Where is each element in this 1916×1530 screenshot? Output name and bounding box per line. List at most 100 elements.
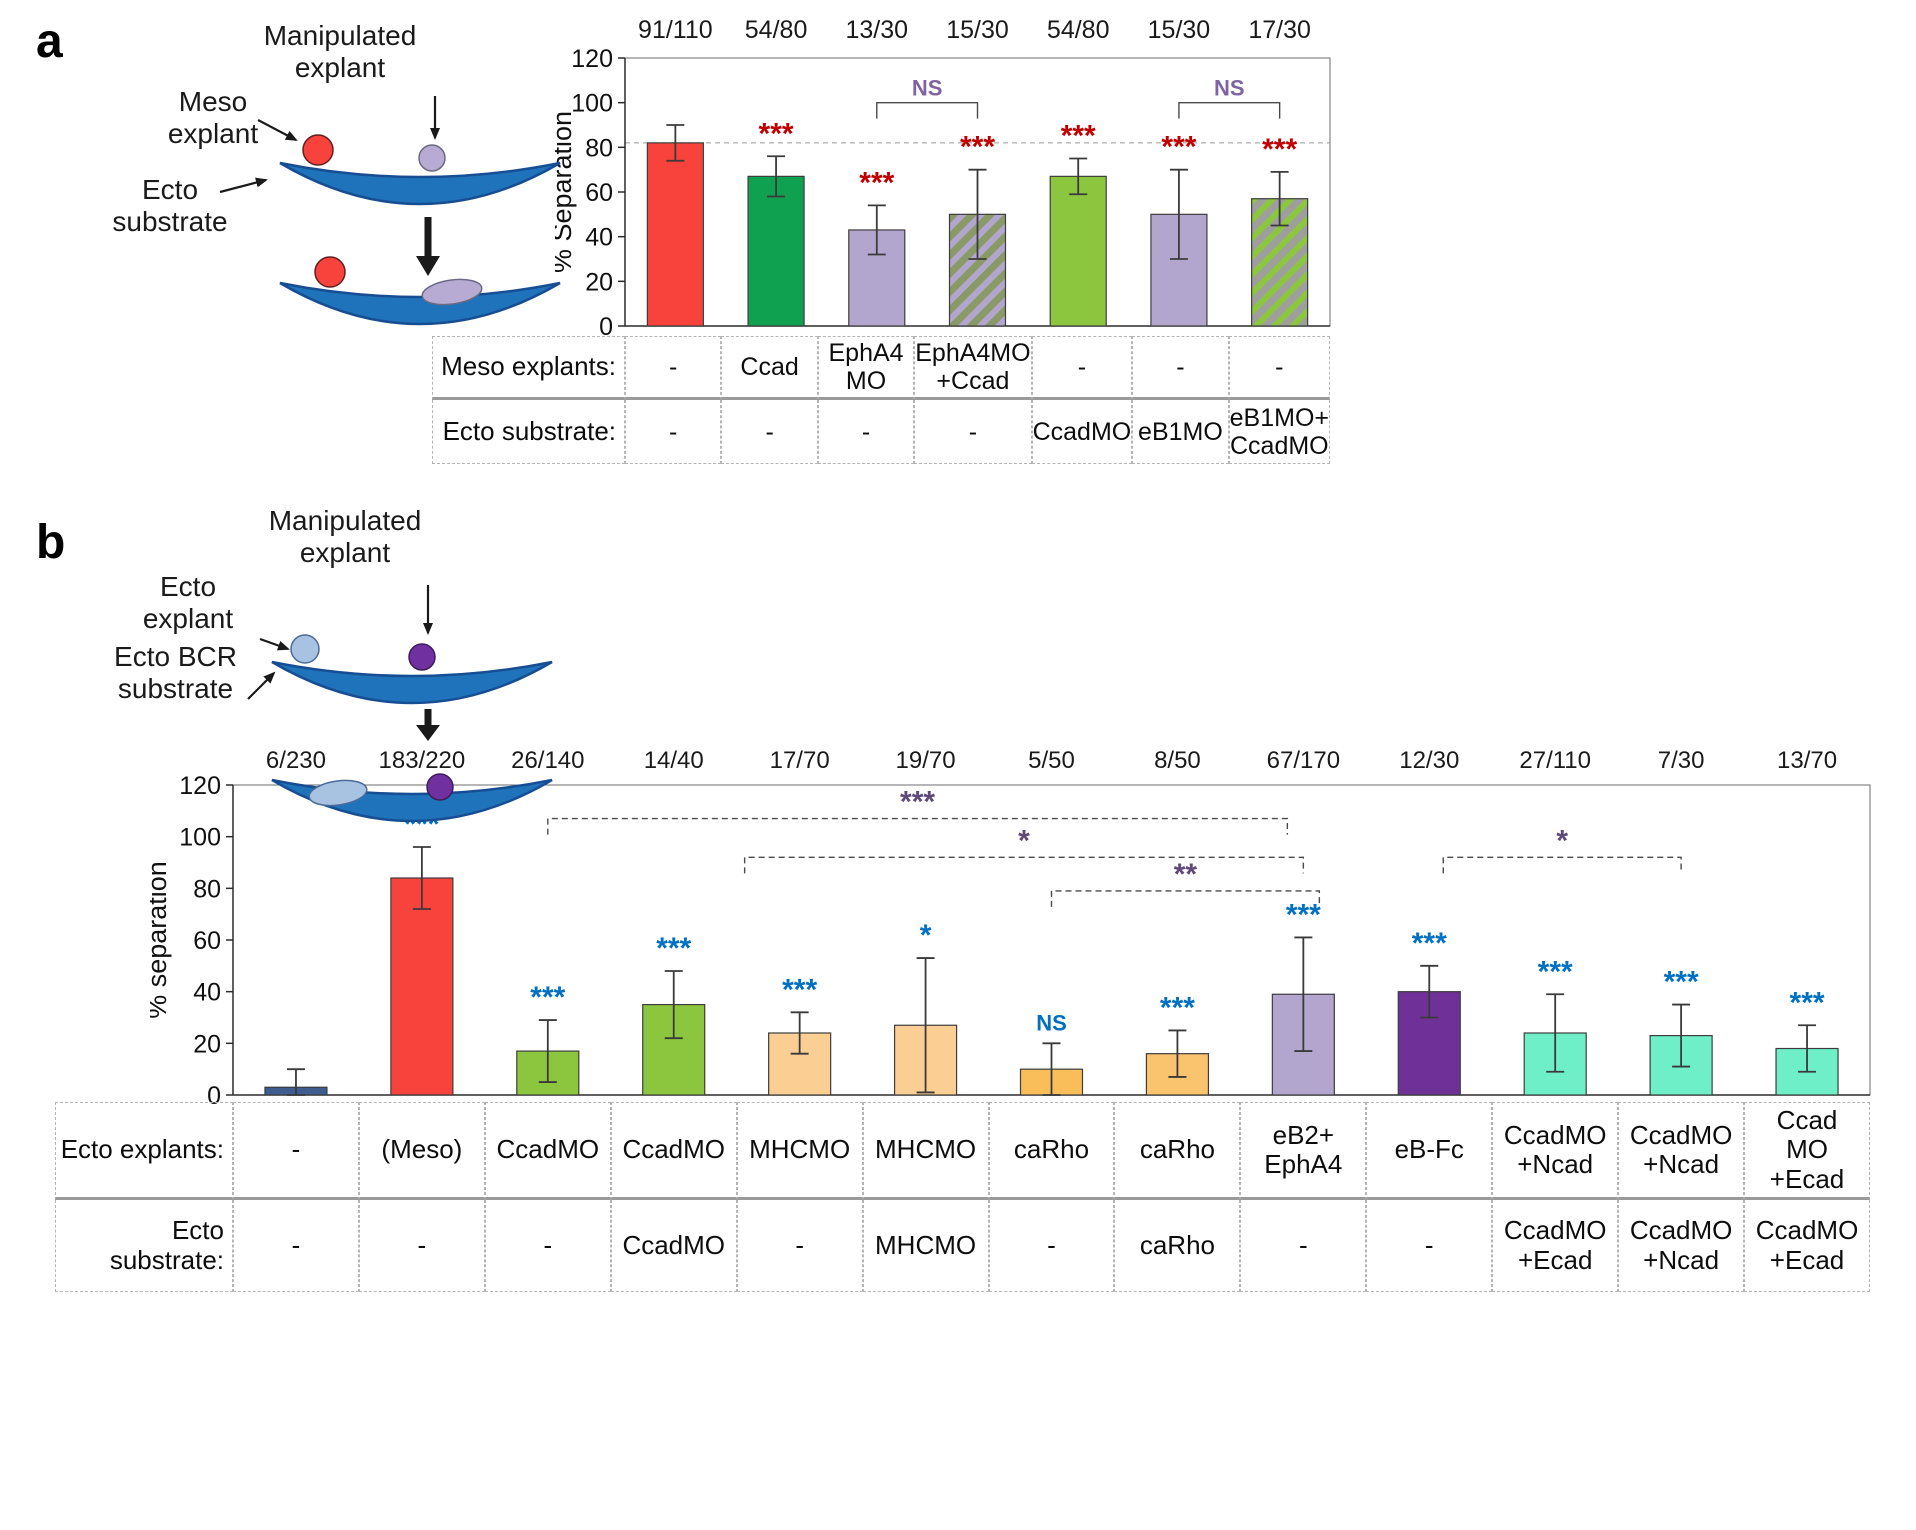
sample-count: 17/30 [1248, 20, 1311, 44]
sample-count: 13/30 [846, 20, 909, 44]
condition-cell: - [736, 1200, 863, 1292]
sample-count: 5/50 [1028, 750, 1075, 774]
transfer-arrow-head [416, 256, 440, 276]
comparison-bracket [547, 817, 1289, 835]
condition-cell: - [1366, 1200, 1493, 1292]
sample-count: 19/70 [896, 750, 956, 774]
significance-label: *** [656, 932, 691, 965]
condition-cell: CcadMO +Ecad [1744, 1200, 1870, 1292]
sample-count: 6/230 [266, 750, 326, 774]
sample-count: 26/140 [511, 750, 584, 774]
y-tick-label: 100 [571, 90, 613, 118]
sample-count: 8/50 [1154, 750, 1201, 774]
condition-cell: MHCMO [862, 1102, 989, 1200]
condition-cell: CcadMO +Ncad [1492, 1102, 1619, 1200]
significance-label: *** [1664, 966, 1699, 999]
bar [1049, 175, 1107, 327]
bar [747, 175, 805, 327]
transfer-arrow-head-b [416, 725, 440, 741]
condition-cell: - [1132, 336, 1229, 400]
condition-row-label: Ecto substrate: [55, 1200, 233, 1292]
bracket-significance-label: * [1018, 824, 1030, 857]
y-tick-label: 60 [585, 179, 613, 207]
sample-count: 12/30 [1399, 750, 1459, 774]
sample-count: 91/110 [638, 20, 713, 44]
sample-count: 67/170 [1267, 750, 1340, 774]
manipulated-explant-circle-b [408, 643, 436, 671]
significance-label: NS [1036, 1010, 1067, 1035]
meso-explant-pointer-arrow [257, 119, 298, 141]
significance-label: * [920, 919, 932, 952]
significance-label: *** [530, 981, 565, 1014]
sample-count: 14/40 [644, 750, 704, 774]
condition-cell: Ccad MO +Ecad [1744, 1102, 1870, 1200]
sample-count: 183/220 [379, 750, 466, 774]
comparison-bracket [1178, 101, 1281, 119]
condition-row-label: Ecto substrate: [432, 400, 625, 464]
condition-cell: - [721, 400, 818, 464]
ecto-bcr-substrate-label: Ecto BCR substrate [114, 641, 237, 705]
significance-label: *** [1538, 955, 1573, 988]
sample-count: 54/80 [1047, 20, 1110, 44]
ecto-explant-circle [290, 634, 320, 664]
condition-cell: eB1MO+ CcadMO [1228, 400, 1330, 464]
condition-cell: eB2+ EphA4 [1240, 1102, 1367, 1200]
condition-cell: caRho [1114, 1200, 1241, 1292]
significance-label: *** [1160, 991, 1195, 1024]
sample-count: 7/30 [1658, 750, 1705, 774]
condition-row-label: Meso explants: [432, 336, 625, 400]
y-tick-label: 80 [585, 134, 613, 162]
condition-cell: EphA4 MO [817, 336, 915, 400]
condition-cell: Ccad [721, 336, 818, 400]
condition-cell: - [625, 336, 722, 400]
panel-a-letter: a [36, 15, 63, 68]
condition-cell: eB-Fc [1366, 1102, 1493, 1200]
panel-a-chart: 0 20 40 60 80 100 120 % Separation 91/110 54/80 **… [555, 20, 1331, 341]
significance-label: *** [1061, 120, 1096, 153]
sample-count: 54/80 [745, 20, 808, 44]
condition-cell: caRho [988, 1102, 1115, 1200]
condition-cell: - [988, 1200, 1115, 1292]
condition-cell: - [817, 400, 915, 464]
y-tick-label: 60 [193, 927, 221, 955]
condition-cell: - [484, 1200, 611, 1292]
condition-cell: CcadMO [610, 1102, 737, 1200]
condition-cell: EphA4MO +Ccad [914, 336, 1032, 400]
significance-label: *** [1262, 133, 1297, 166]
panel-b-letter: b [36, 516, 66, 569]
significance-label: *** [960, 131, 995, 164]
ecto-substrate-pointer-arrow [219, 177, 268, 194]
comparison-bracket [1442, 856, 1682, 874]
condition-cell: - [1228, 336, 1330, 400]
y-tick-label: 40 [585, 224, 613, 252]
bracket-significance-label: *** [900, 786, 935, 819]
meso-explant-result-circle [314, 256, 346, 288]
ecto-substrate-shape [279, 161, 561, 206]
significance-label: *** [1286, 898, 1321, 931]
comparison-bracket [743, 856, 1305, 874]
panel-b-chart: 0 20 40 60 80 100 120 % separation 6/230 183/220 *… [150, 750, 1871, 1110]
manipulated-explant-label-b: Manipulated explant [268, 505, 422, 569]
meso-explant-circle [302, 134, 334, 166]
ecto-explant-label: Ecto explant [142, 571, 234, 635]
significance-label: *** [859, 166, 894, 199]
condition-cell: MHCMO [736, 1102, 863, 1200]
panel-a-condition-table: Meso explants: - Ccad EphA4 MO EphA4MO +Ccad… [432, 336, 1330, 464]
condition-cell: CcadMO +Ncad [1618, 1102, 1745, 1200]
condition-cell: - [625, 400, 722, 464]
sample-count: 15/30 [946, 20, 1009, 44]
manipulated-explant-result-circle-b [426, 773, 454, 801]
bar [646, 142, 704, 327]
meso-explant-label: Meso explant [167, 86, 259, 150]
condition-cell: CcadMO [484, 1102, 611, 1200]
sample-count: 15/30 [1148, 20, 1211, 44]
ecto-substrate-label: Ecto substrate [112, 174, 228, 238]
bracket-significance-label: NS [912, 76, 943, 101]
y-axis-title: % separation [150, 861, 172, 1019]
sample-count: 27/110 [1519, 750, 1591, 774]
condition-cell: caRho [1114, 1102, 1241, 1200]
significance-label: *** [782, 973, 817, 1006]
y-tick-label: 20 [585, 268, 613, 296]
ecto-bcr-substrate-pointer-arrow [247, 671, 276, 700]
